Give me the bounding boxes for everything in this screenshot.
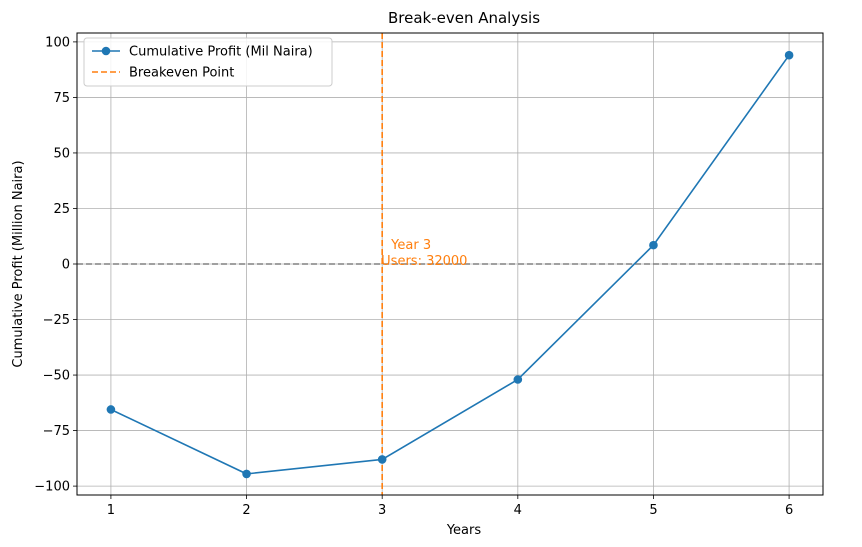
y-tick-label: 0 <box>62 258 70 273</box>
y-tick-label: −75 <box>43 424 70 439</box>
legend: Cumulative Profit (Mil Naira) Breakeven … <box>83 37 333 87</box>
x-tick-label: 6 <box>785 503 793 518</box>
x-tick-label: 5 <box>649 503 657 518</box>
profit-data-point <box>649 240 658 250</box>
x-tick-label: 3 <box>378 503 386 518</box>
profit-data-point <box>377 455 387 464</box>
y-axis-label: Cumulative Profit (Million Naira) <box>11 160 26 367</box>
reference-lines <box>77 33 823 495</box>
x-tick-label: 1 <box>107 503 115 518</box>
legend-series-label: Cumulative Profit (Mil Naira) <box>129 45 313 60</box>
y-tick-label: 100 <box>45 35 70 50</box>
profit-data-point <box>106 405 116 414</box>
legend-breakeven-label: Breakeven Point <box>129 66 234 81</box>
annotation-users: Users: 32000 <box>381 254 467 269</box>
x-axis-ticks: 1 2 3 4 5 6 <box>107 495 793 518</box>
y-tick-label: −100 <box>34 480 70 495</box>
profit-data-point <box>513 375 523 384</box>
profit-data-point <box>242 469 251 479</box>
profit-data-point <box>784 50 794 60</box>
y-axis-ticks: −100 −75 −50 −25 0 25 50 75 100 <box>34 35 77 495</box>
x-axis-label: Years <box>446 523 482 538</box>
y-tick-label: −25 <box>43 313 70 328</box>
x-tick-label: 2 <box>242 503 250 518</box>
legend-series-marker <box>101 46 111 56</box>
series-layer <box>106 50 794 479</box>
chart-title: Break-even Analysis <box>388 9 540 27</box>
profit-series-line <box>110 54 790 475</box>
annotation-year: Year 3 <box>390 238 431 253</box>
y-tick-label: 75 <box>53 91 70 106</box>
legend-box <box>83 37 333 87</box>
y-tick-label: 50 <box>53 146 70 161</box>
x-tick-label: 4 <box>514 503 522 518</box>
y-tick-label: −50 <box>43 369 70 384</box>
y-tick-label: 25 <box>53 202 70 217</box>
